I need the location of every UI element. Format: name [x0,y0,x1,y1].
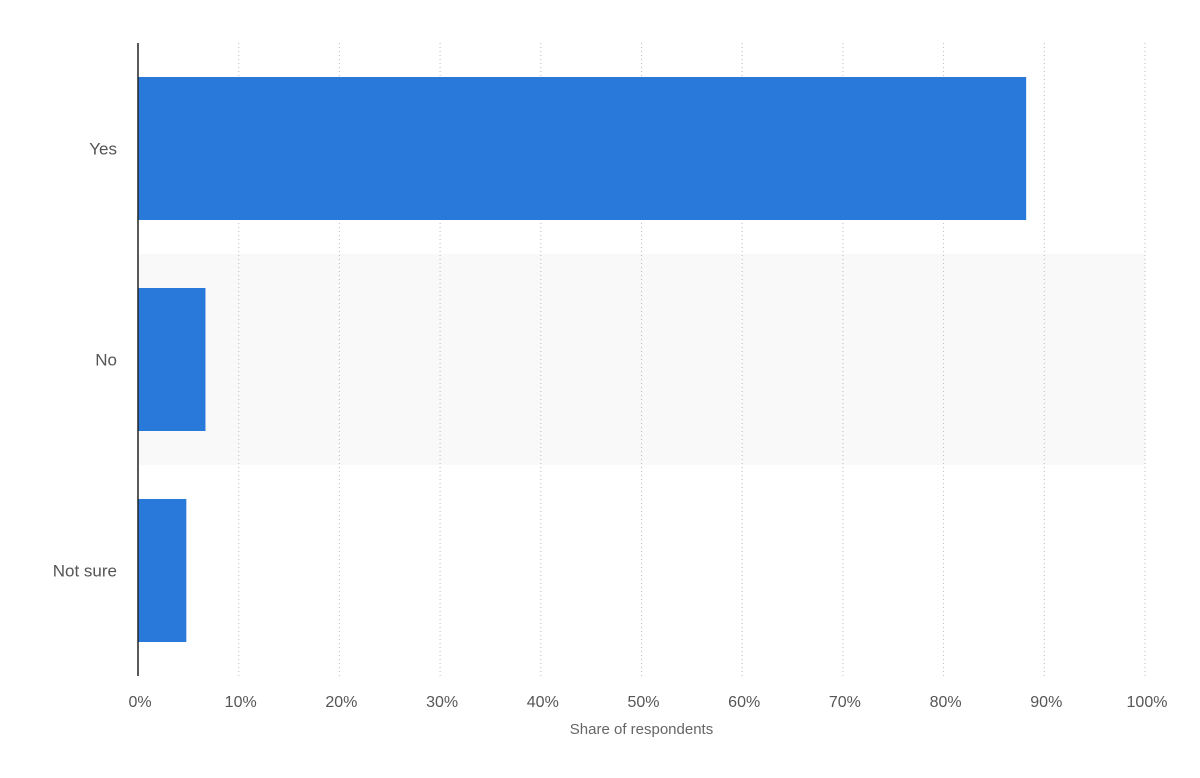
bar-not-sure[interactable] [138,499,187,642]
x-tick-label: 90% [1030,694,1062,711]
x-tick-label: 30% [426,694,458,711]
bars [138,77,1027,642]
x-tick-label: 80% [930,694,962,711]
x-tick-label: 10% [225,694,257,711]
x-tick-label: 70% [829,694,861,711]
category-label: Not sure [53,562,117,581]
gridlines [238,43,1146,676]
x-tick-label: 50% [627,694,659,711]
x-tick-label: 0% [128,694,151,711]
x-axis-title: Share of respondents [570,721,713,738]
x-tick-label: 40% [527,694,559,711]
bar-yes[interactable] [138,77,1027,220]
x-tick-labels: 0% 10% 20% 30% 40% 50% 60% 70% 80% 90% 100% [128,694,1167,711]
x-tick-label: 20% [325,694,357,711]
category-labels: Yes No Not sure [53,140,117,581]
x-tick-label: 100% [1127,694,1168,711]
x-tick-label: 60% [728,694,760,711]
category-label: No [95,351,117,370]
category-label: Yes [89,140,117,159]
bar-no[interactable] [138,288,206,431]
